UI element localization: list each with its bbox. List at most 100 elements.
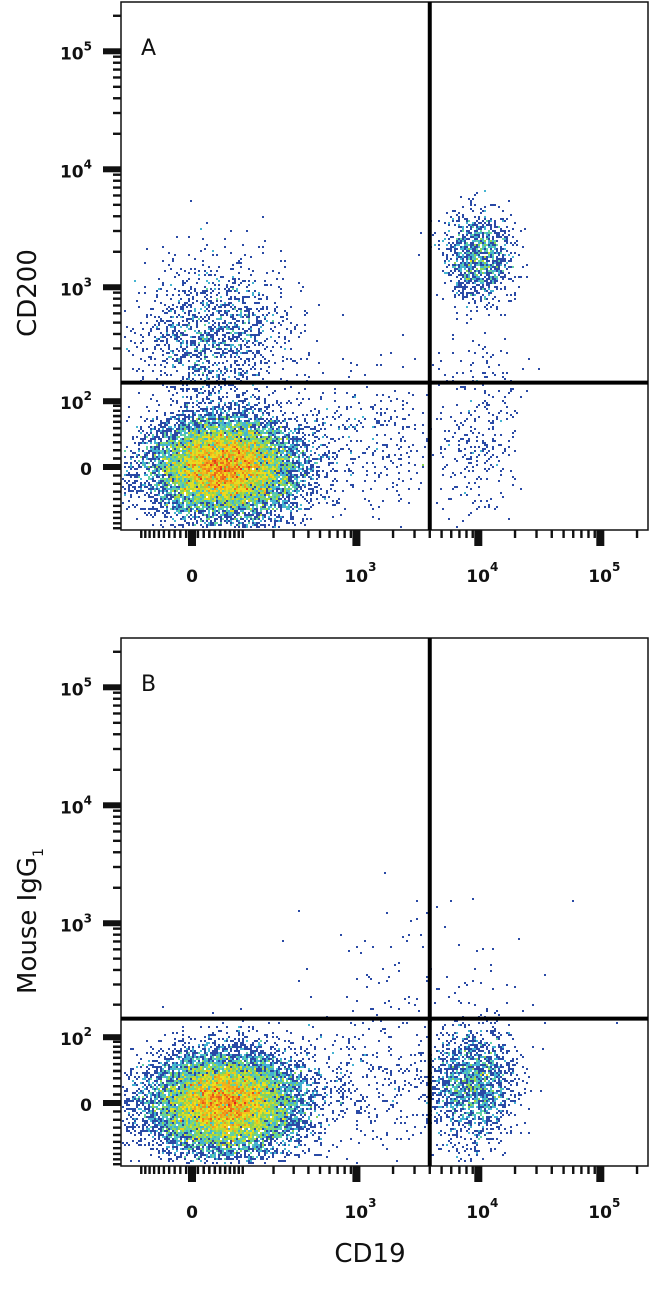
density-bin — [252, 524, 254, 526]
density-bin — [144, 512, 146, 514]
density-bin — [294, 486, 296, 488]
density-bin — [184, 496, 186, 498]
density-bin — [260, 466, 262, 468]
density-bin — [248, 422, 250, 424]
density-bin — [214, 436, 216, 438]
density-bin — [154, 490, 156, 492]
density-bin — [260, 510, 262, 512]
density-bin — [192, 316, 194, 318]
density-bin — [274, 436, 276, 438]
density-bin — [234, 452, 236, 454]
density-bin — [264, 432, 266, 434]
density-bin — [206, 336, 208, 338]
density-bin — [216, 412, 218, 414]
density-bin — [166, 474, 168, 476]
density-bin — [204, 460, 206, 462]
density-bin — [258, 390, 260, 392]
density-bin — [272, 438, 274, 440]
density-bin — [256, 510, 258, 512]
density-bin — [286, 458, 288, 460]
density-bin — [216, 492, 218, 494]
density-bin — [234, 404, 236, 406]
density-bin — [290, 438, 292, 440]
density-bin — [212, 506, 214, 508]
density-bin — [198, 370, 200, 372]
density-bin — [182, 498, 184, 500]
density-bin — [168, 468, 170, 470]
density-bin — [208, 510, 210, 512]
density-bin — [242, 432, 244, 434]
density-bin — [282, 446, 284, 448]
density-bin — [166, 294, 168, 296]
density-bin — [218, 328, 220, 330]
density-bin — [180, 496, 182, 498]
density-bin — [134, 442, 136, 444]
density-bin — [308, 434, 310, 436]
density-bin — [178, 420, 180, 422]
density-bin — [150, 492, 152, 494]
density-bin — [160, 464, 162, 466]
density-bin — [274, 514, 276, 516]
density-bin — [238, 308, 240, 310]
density-bin — [252, 436, 254, 438]
density-bin — [274, 472, 276, 474]
density-bin — [174, 330, 176, 332]
density-bin — [168, 422, 170, 424]
density-bin — [286, 476, 288, 478]
density-bin — [228, 280, 230, 282]
density-bin — [198, 456, 200, 458]
density-bin — [292, 482, 294, 484]
density-bin — [124, 336, 126, 338]
density-bin — [276, 476, 278, 478]
density-bin — [268, 458, 270, 460]
density-bin — [202, 416, 204, 418]
density-bin — [224, 480, 226, 482]
density-bin — [144, 262, 146, 264]
density-bin — [178, 508, 180, 510]
density-bin — [326, 454, 328, 456]
density-bin — [172, 482, 174, 484]
density-bin — [242, 482, 244, 484]
density-bin — [236, 464, 238, 466]
density-bin — [274, 506, 276, 508]
density-bin — [180, 456, 182, 458]
density-bin — [196, 506, 198, 508]
density-bin — [252, 270, 254, 272]
density-bin — [150, 428, 152, 430]
density-bin — [248, 412, 250, 414]
density-bin — [176, 400, 178, 402]
density-bin — [180, 486, 182, 488]
density-bin — [290, 474, 292, 476]
density-bin — [188, 446, 190, 448]
density-bin — [218, 502, 220, 504]
density-bin — [216, 434, 218, 436]
density-bin — [288, 428, 290, 430]
density-bin — [256, 476, 258, 478]
density-bin — [134, 486, 136, 488]
density-bin — [204, 510, 206, 512]
density-bin — [222, 484, 224, 486]
density-bin — [204, 486, 206, 488]
density-bin — [212, 462, 214, 464]
density-bin — [266, 510, 268, 512]
density-bin — [238, 334, 240, 336]
density-bin — [278, 496, 280, 498]
density-bin — [250, 494, 252, 496]
density-bin — [310, 464, 312, 466]
density-bin — [240, 488, 242, 490]
density-bin — [202, 456, 204, 458]
density-bin — [194, 364, 196, 366]
density-bin — [172, 442, 174, 444]
density-bin — [240, 348, 242, 350]
density-bin — [302, 476, 304, 478]
density-bin — [172, 478, 174, 480]
density-bin — [216, 270, 218, 272]
density-bin — [272, 322, 274, 324]
density-bin — [276, 312, 278, 314]
density-bin — [164, 312, 166, 314]
density-bin — [200, 438, 202, 440]
density-bin — [222, 436, 224, 438]
density-bin — [174, 490, 176, 492]
density-bin — [172, 438, 174, 440]
density-bin — [274, 510, 276, 512]
